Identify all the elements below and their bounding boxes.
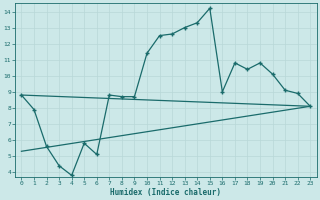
X-axis label: Humidex (Indice chaleur): Humidex (Indice chaleur) xyxy=(110,188,221,197)
